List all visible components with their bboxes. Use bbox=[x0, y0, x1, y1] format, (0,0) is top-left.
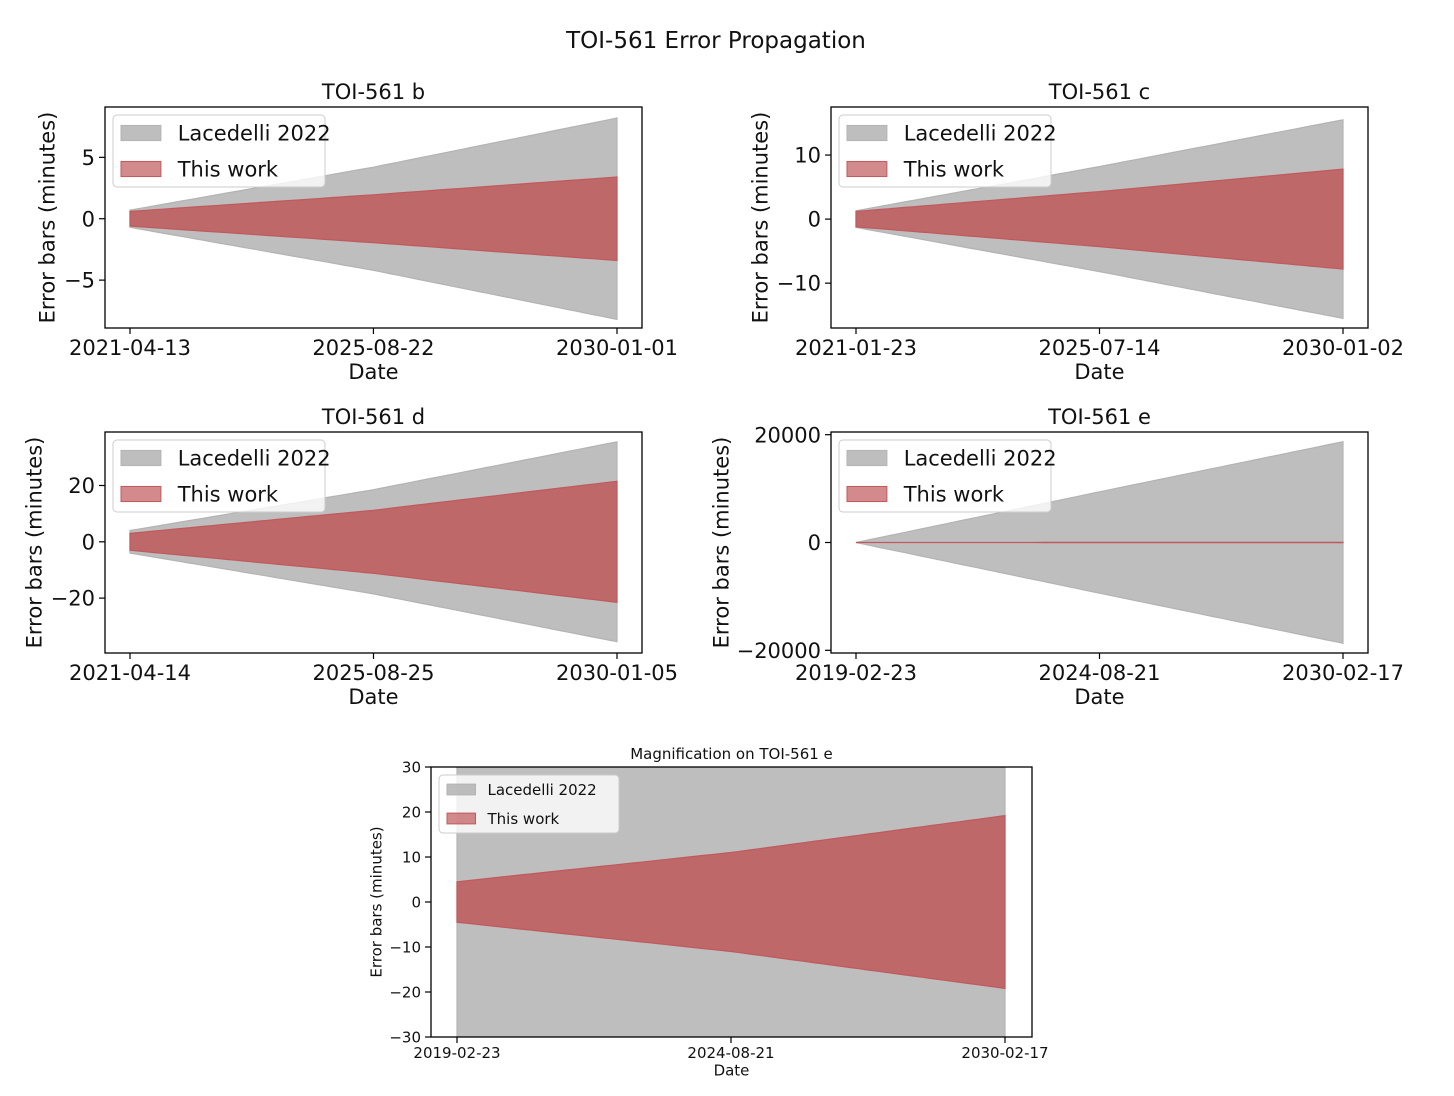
legend-swatch-this-work bbox=[446, 812, 476, 825]
x-tick-label: 2021-01-23 bbox=[795, 336, 917, 360]
legend: Lacedelli 2022 This work bbox=[838, 114, 1057, 188]
y-axis-label: Error bars (minutes) bbox=[748, 112, 772, 324]
legend-swatch-this-work bbox=[120, 485, 162, 503]
y-tick-label: 0 bbox=[82, 530, 95, 554]
legend-label: Lacedelli 2022 bbox=[178, 122, 331, 146]
x-axis-label: Date bbox=[1074, 360, 1124, 384]
x-tick-label: 2019-02-23 bbox=[413, 1044, 500, 1062]
y-tick-label: 0 bbox=[411, 893, 421, 911]
y-axis-label: Error bars (minutes) bbox=[35, 112, 59, 324]
band-this-work bbox=[129, 480, 618, 603]
x-tick-label: 2019-02-23 bbox=[795, 661, 917, 685]
y-tick-label: 20000 bbox=[754, 423, 821, 447]
x-tick-label: 2030-01-02 bbox=[1282, 336, 1404, 360]
x-tick-label: 2021-04-14 bbox=[69, 661, 191, 685]
y-tick-label: 10 bbox=[402, 848, 421, 866]
legend-swatch-this-work bbox=[120, 160, 162, 178]
x-tick-label: 2024-08-21 bbox=[1038, 661, 1160, 685]
x-axis-label: Date bbox=[714, 1061, 750, 1079]
legend-label: This work bbox=[487, 810, 560, 828]
chart-panel-1: TOI-561 b −5 0 5 2021-04-13 2025-08-22 2030-01… bbox=[35, 80, 678, 384]
y-tick-label: −30 bbox=[389, 1028, 421, 1046]
x-tick-label: 2030-02-17 bbox=[1282, 661, 1404, 685]
x-tick-label: 2030-02-17 bbox=[961, 1044, 1048, 1062]
legend: Lacedelli 2022 This work bbox=[112, 439, 331, 513]
legend-label: Lacedelli 2022 bbox=[488, 781, 597, 799]
legend-swatch-this-work bbox=[846, 160, 888, 178]
legend-label: Lacedelli 2022 bbox=[904, 447, 1057, 471]
band-this-work bbox=[129, 176, 618, 262]
y-tick-label: 5 bbox=[82, 146, 95, 170]
y-tick-label: 20 bbox=[68, 474, 95, 498]
chart-title: TOI-561 b bbox=[321, 80, 425, 104]
chart-panel-2: TOI-561 c −10 0 10 2021-01-23 2025-07-14 2030-… bbox=[748, 80, 1404, 384]
legend: Lacedelli 2022 This work bbox=[112, 114, 331, 188]
band-this-work bbox=[855, 168, 1344, 270]
chart-title: TOI-561 e bbox=[1047, 405, 1151, 429]
chart-title: Magnification on TOI-561 e bbox=[630, 745, 833, 763]
legend-swatch-this-work bbox=[846, 485, 888, 503]
y-axis-label: Error bars (minutes) bbox=[22, 437, 46, 649]
y-axis-label: Error bars (minutes) bbox=[368, 826, 386, 977]
y-tick-label: 0 bbox=[82, 207, 95, 231]
x-tick-label: 2021-04-13 bbox=[69, 336, 191, 360]
plot-area bbox=[129, 441, 618, 643]
legend-box bbox=[838, 114, 1052, 188]
x-axis-label: Date bbox=[348, 360, 398, 384]
legend-swatch-lacedelli-2022 bbox=[120, 449, 162, 467]
x-tick-label: 2024-08-21 bbox=[687, 1044, 774, 1062]
chart-panel-4: TOI-561 e −20000 0 20000 2019-02-23 2024-08-2… bbox=[709, 405, 1404, 709]
chart-title: TOI-561 c bbox=[1048, 80, 1150, 104]
figure-title: TOI-561 Error Propagation bbox=[565, 28, 866, 54]
x-tick-label: 2030-01-05 bbox=[556, 661, 678, 685]
y-tick-label: 20 bbox=[402, 803, 421, 821]
y-tick-label: −5 bbox=[64, 269, 95, 293]
y-tick-label: −10 bbox=[777, 272, 821, 296]
legend-label: Lacedelli 2022 bbox=[178, 447, 331, 471]
y-tick-label: −10 bbox=[389, 938, 421, 956]
legend-box bbox=[112, 114, 326, 188]
legend: Lacedelli 2022 This work bbox=[438, 774, 620, 834]
y-tick-label: −20000 bbox=[737, 639, 821, 663]
x-tick-label: 2030-01-01 bbox=[556, 336, 678, 360]
y-tick-label: 30 bbox=[402, 758, 421, 776]
y-tick-label: 10 bbox=[794, 144, 821, 168]
legend-swatch-lacedelli-2022 bbox=[846, 449, 888, 467]
legend-label: Lacedelli 2022 bbox=[904, 122, 1057, 146]
y-tick-label: 0 bbox=[808, 208, 821, 232]
legend-box bbox=[838, 439, 1052, 513]
plot-area bbox=[855, 119, 1344, 320]
legend-label: This work bbox=[903, 158, 1005, 182]
plot-area bbox=[855, 440, 1344, 645]
y-tick-label: −20 bbox=[51, 587, 95, 611]
legend-swatch-lacedelli-2022 bbox=[446, 783, 476, 796]
x-tick-label: 2025-07-14 bbox=[1038, 336, 1160, 360]
chart-title: TOI-561 d bbox=[321, 405, 425, 429]
legend-label: This work bbox=[177, 483, 279, 507]
y-tick-label: 0 bbox=[808, 531, 821, 555]
legend-label: This work bbox=[177, 158, 279, 182]
legend-swatch-lacedelli-2022 bbox=[120, 124, 162, 142]
y-axis-label: Error bars (minutes) bbox=[709, 437, 733, 649]
y-tick-label: −20 bbox=[389, 983, 421, 1001]
legend-box bbox=[112, 439, 326, 513]
legend-label: This work bbox=[903, 483, 1005, 507]
x-axis-label: Date bbox=[348, 685, 398, 709]
band-this-work bbox=[456, 814, 1006, 990]
chart-panel-3: TOI-561 d −20 0 20 2021-04-14 2025-08-25 2030-… bbox=[22, 405, 678, 709]
plot-area bbox=[456, 767, 1006, 1037]
legend: Lacedelli 2022 This work bbox=[838, 439, 1057, 513]
legend-swatch-lacedelli-2022 bbox=[846, 124, 888, 142]
x-tick-label: 2025-08-22 bbox=[312, 336, 434, 360]
x-axis-label: Date bbox=[1074, 685, 1124, 709]
legend-box bbox=[438, 774, 620, 834]
x-tick-label: 2025-08-25 bbox=[312, 661, 434, 685]
chart-panel-5: Magnification on TOI-561 e −30 −20 −10 0 10 20… bbox=[368, 745, 1049, 1079]
